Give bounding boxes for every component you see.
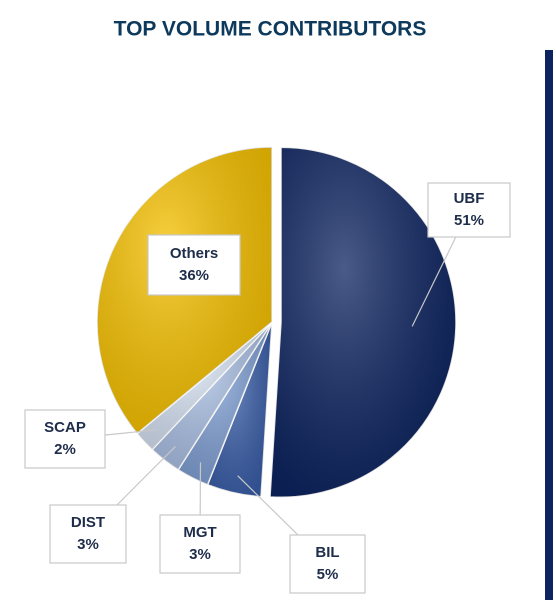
- value-label: 5%: [317, 566, 339, 583]
- value-label: 36%: [179, 267, 209, 284]
- label-box: [49, 504, 127, 564]
- chart-title: TOP VOLUME CONTRIBUTORS: [114, 18, 427, 41]
- category-label: SCAP: [44, 419, 86, 436]
- slice-shade: [137, 322, 272, 450]
- slice-shade: [207, 322, 272, 497]
- label-box: [24, 409, 106, 469]
- value-label: 3%: [77, 536, 99, 553]
- label-box: [147, 234, 241, 296]
- category-label: MGT: [183, 524, 216, 541]
- value-label: 51%: [454, 212, 484, 229]
- label-box: [289, 534, 366, 594]
- pie: [96, 146, 457, 499]
- slice-shade: [152, 322, 272, 470]
- value-label: 3%: [189, 546, 211, 563]
- side-bar: [545, 50, 553, 600]
- label-box: [159, 514, 241, 574]
- category-label: UBF: [454, 190, 485, 207]
- label-box: [427, 182, 511, 238]
- value-label: 2%: [54, 441, 76, 458]
- category-label: Others: [170, 245, 218, 262]
- slice-shade: [178, 322, 272, 485]
- category-label: DIST: [71, 514, 105, 531]
- slice-shade: [270, 147, 456, 498]
- category-label: BIL: [315, 544, 339, 561]
